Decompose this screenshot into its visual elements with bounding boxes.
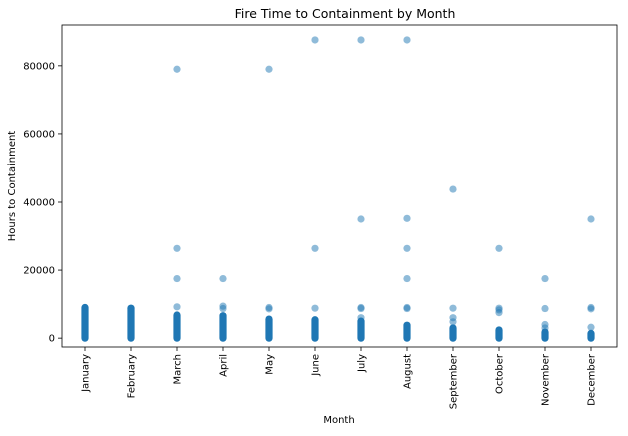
data-point: [357, 215, 365, 223]
y-tick-label: 20000: [23, 266, 55, 277]
data-point: [541, 274, 549, 283]
data-point: [403, 214, 411, 222]
data-point: [587, 323, 595, 331]
data-point: [495, 309, 503, 317]
data-point: [449, 185, 457, 193]
data-point: [403, 274, 411, 283]
data-point: [127, 304, 135, 312]
data-point: [495, 244, 503, 252]
data-point: [541, 304, 549, 313]
data-point: [357, 314, 365, 322]
data-point: [219, 274, 227, 283]
data-point: [173, 244, 181, 252]
y-tick-label: 40000: [23, 197, 55, 208]
data-point: [265, 65, 273, 73]
x-tick-label: February: [127, 354, 138, 398]
x-tick-label: October: [495, 353, 506, 394]
y-tick-label: 0: [49, 334, 55, 345]
data-point: [81, 303, 89, 312]
x-tick-label: September: [449, 353, 460, 409]
data-point: [219, 304, 227, 313]
x-axis: January February March April May June July Augu…: [81, 347, 598, 409]
x-tick-label: March: [173, 354, 184, 384]
data-point: [357, 36, 365, 44]
data-point: [403, 36, 411, 44]
x-axis-label: Month: [323, 415, 354, 426]
data-point: [311, 244, 319, 252]
data-point: [173, 274, 181, 283]
data-point: [311, 304, 319, 312]
data-point: [311, 36, 319, 44]
data-point: [403, 304, 411, 313]
y-tick-label: 60000: [23, 129, 55, 140]
y-tick-label: 80000: [23, 61, 55, 72]
y-axis-label: Hours to Containment: [7, 131, 18, 242]
data-point: [265, 305, 273, 313]
x-tick-label: May: [265, 354, 276, 375]
plot-points: [81, 36, 595, 342]
data-point: [357, 304, 365, 313]
x-tick-label: January: [81, 354, 92, 393]
data-point: [587, 305, 595, 313]
data-point: [173, 303, 181, 311]
x-tick-label: August: [403, 354, 414, 389]
data-point: [403, 244, 411, 252]
x-tick-label: December: [587, 353, 598, 406]
x-tick-label: June: [311, 354, 322, 377]
plot-frame: [61, 24, 618, 348]
data-point: [173, 65, 181, 73]
data-point: [587, 215, 595, 223]
data-point: [449, 304, 457, 312]
data-point: [449, 318, 457, 326]
data-point: [541, 324, 549, 332]
y-axis: 0 20000 40000 60000 80000: [23, 61, 62, 345]
x-tick-label: November: [541, 353, 552, 406]
x-tick-label: July: [357, 354, 368, 373]
chart-title: Fire Time to Containment by Month: [235, 6, 456, 21]
x-tick-label: April: [219, 354, 230, 377]
